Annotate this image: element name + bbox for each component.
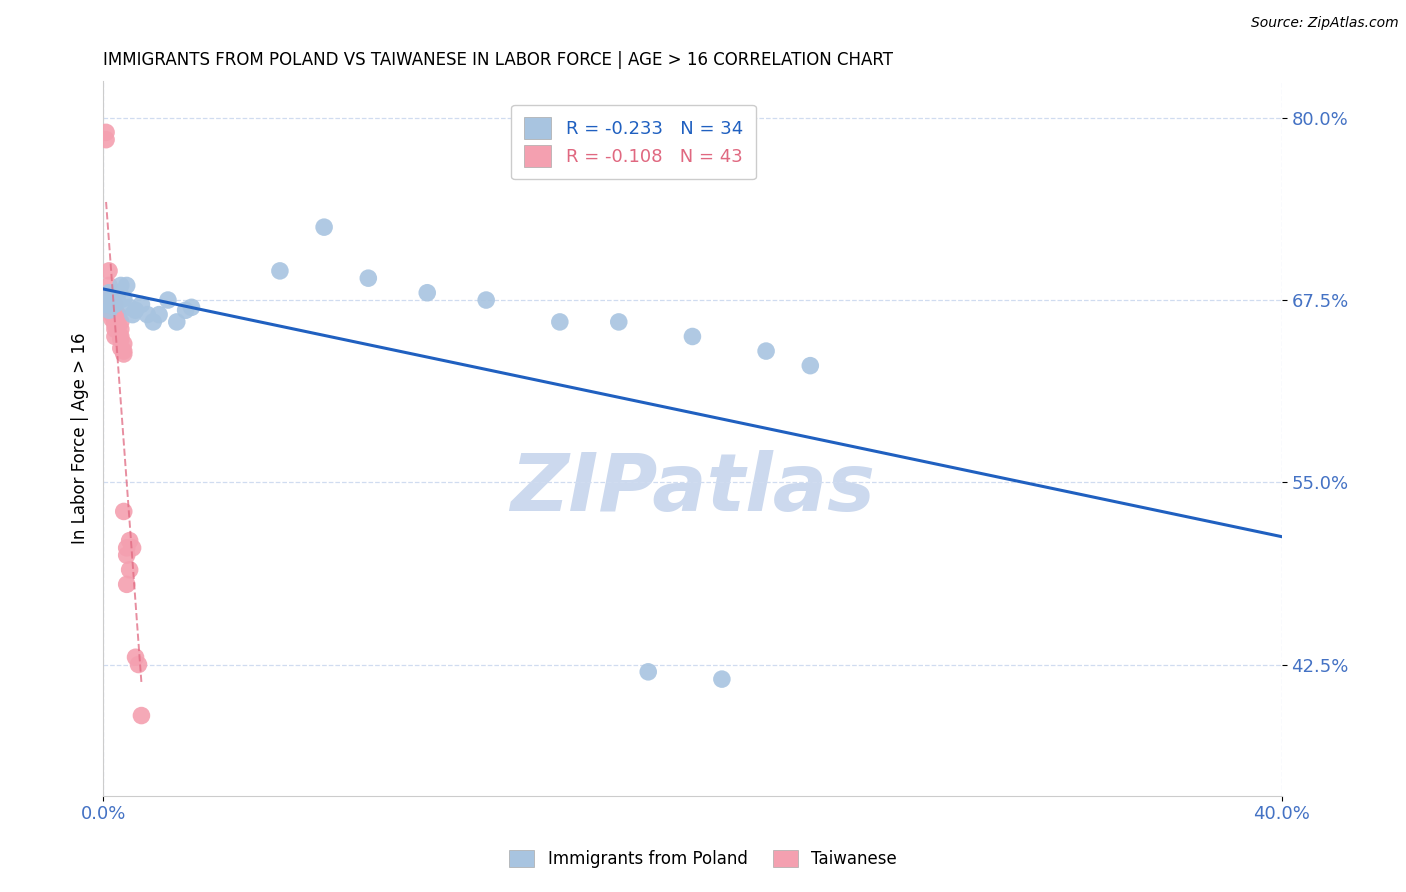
Point [107,308,129,322]
Point [112,292,135,306]
Point [314,220,336,235]
Point [115,577,138,591]
Point [94,293,117,307]
Point [148,308,170,322]
Point [98,285,121,300]
Point [131,708,153,723]
Point [142,315,165,329]
Point [98,303,121,318]
Point [94,125,117,139]
Point [112,347,135,361]
Point [156,293,179,307]
Point [101,293,124,307]
Point [118,301,141,315]
Point [118,563,141,577]
Point [104,329,127,343]
Point [94,133,117,147]
Point [121,308,143,322]
Point [94,297,117,311]
Point [710,672,733,686]
Point [112,504,135,518]
Point [110,329,132,343]
Point [104,297,127,311]
Point [269,264,291,278]
Point [115,278,138,293]
Point [110,341,132,355]
Point [104,322,127,336]
Point [112,344,135,359]
Point [110,278,132,293]
Point [101,308,124,322]
Point [124,303,146,318]
Point [755,344,778,359]
Point [799,359,821,373]
Point [98,264,121,278]
Point [107,318,129,332]
Point [115,541,138,555]
Text: IMMIGRANTS FROM POLAND VS TAIWANESE IN LABOR FORCE | AGE > 16 CORRELATION CHART: IMMIGRANTS FROM POLAND VS TAIWANESE IN L… [103,51,893,69]
Point [475,293,498,307]
Point [107,315,129,329]
Legend: Immigrants from Poland, Taiwanese: Immigrants from Poland, Taiwanese [503,843,903,875]
Text: ZIPatlas: ZIPatlas [510,450,875,527]
Point [127,657,149,672]
Point [98,297,121,311]
Point [112,336,135,351]
Point [637,665,659,679]
Point [104,303,127,318]
Point [104,315,127,329]
Point [104,318,127,332]
Point [101,297,124,311]
Point [107,285,129,300]
Point [104,308,127,322]
Point [681,329,703,343]
Y-axis label: In Labor Force | Age > 16: In Labor Force | Age > 16 [72,333,89,544]
Point [101,299,124,313]
Point [104,297,127,311]
Point [101,303,124,318]
Point [121,541,143,555]
Legend: R = -0.233   N = 34, R = -0.108   N = 43: R = -0.233 N = 34, R = -0.108 N = 43 [512,104,755,179]
Point [136,308,159,322]
Point [357,271,380,285]
Point [124,650,146,665]
Point [110,315,132,329]
Point [98,278,121,293]
Point [118,533,141,548]
Point [107,294,129,309]
Point [101,312,124,326]
Point [110,322,132,336]
Point [548,315,571,329]
Point [174,303,197,318]
Point [107,312,129,326]
Point [180,301,202,315]
Point [110,333,132,347]
Point [607,315,630,329]
Point [98,288,121,302]
Point [115,548,138,562]
Point [131,297,153,311]
Point [166,315,188,329]
Text: Source: ZipAtlas.com: Source: ZipAtlas.com [1251,16,1399,30]
Point [98,303,121,318]
Point [101,292,124,306]
Point [416,285,439,300]
Point [107,322,129,336]
